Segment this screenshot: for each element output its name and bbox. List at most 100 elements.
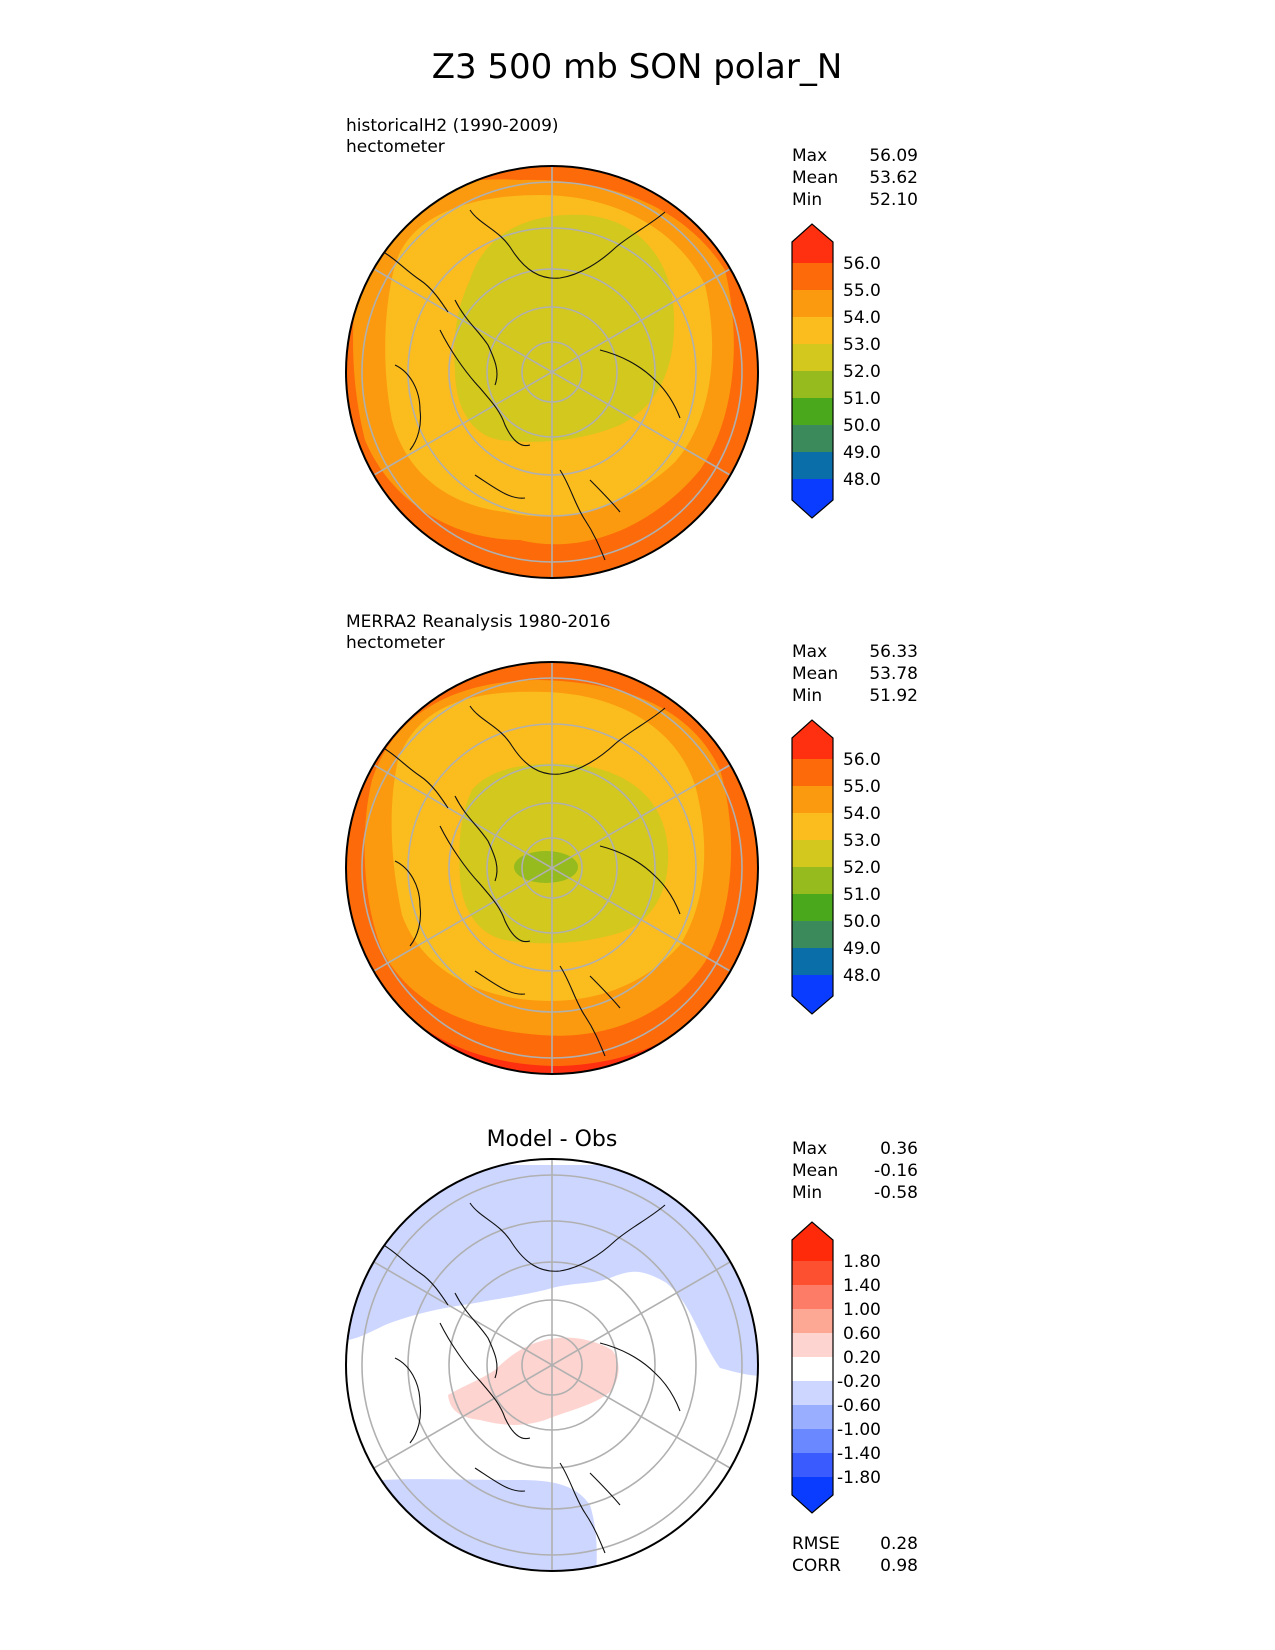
colorbar-tick: -1.00	[837, 1420, 881, 1440]
graticule	[361, 166, 743, 578]
colorbar-segment	[792, 840, 833, 867]
colorbar-segment	[792, 1222, 833, 1261]
stat-label-max: Max	[792, 642, 827, 662]
coastlines	[379, 705, 681, 1057]
colorbar-tick: 1.80	[843, 1252, 881, 1272]
contour-52-53	[459, 763, 669, 944]
colorbar-segment	[792, 1309, 833, 1333]
colorbar-tick: 1.40	[843, 1276, 881, 1296]
panel-model: historicalH2 (1990-2009) hectometer	[345, 116, 918, 579]
stat-value-mean: -0.16	[874, 1161, 918, 1181]
colorbar-tick: 51.0	[843, 389, 881, 409]
colorbar-tick: 0.20	[843, 1348, 881, 1368]
map-boundary	[345, 165, 759, 579]
colorbar-segment	[792, 786, 833, 813]
stats-box: Max 0.36 Mean -0.16 Min -0.58	[792, 1139, 918, 1203]
colorbar-segment	[792, 1429, 833, 1453]
contour-negative-north	[346, 1165, 758, 1376]
colorbar-segment	[792, 759, 833, 786]
colorbar-tick: 55.0	[843, 777, 881, 797]
panel-observation: MERRA2 Reanalysis 1980-2016 hectometer	[345, 612, 918, 1075]
colorbar: 56.0 55.0 54.0 53.0 52.0 51.0 50.0 49.0 …	[791, 223, 881, 519]
contour-51-52	[514, 851, 578, 883]
graticule	[361, 662, 743, 1074]
skill-scores: RMSE 0.28 CORR 0.98	[792, 1534, 918, 1576]
colorbar-segment	[792, 1333, 833, 1357]
panel-title: historicalH2 (1990-2009)	[346, 116, 559, 136]
colorbar-tick: 52.0	[843, 362, 881, 382]
colorbar: 1.80 1.40 1.00 0.60 0.20 -0.20 -0.60 -1.…	[791, 1221, 881, 1514]
colorbar-tick: 51.0	[843, 885, 881, 905]
stat-label-mean: Mean	[792, 168, 838, 188]
panel-difference: Model - Obs	[345, 1127, 918, 1576]
polar-map	[345, 661, 759, 1075]
colorbar-segment	[792, 1381, 833, 1405]
polar-map	[345, 1158, 759, 1572]
colorbar-segment	[792, 317, 833, 344]
coastlines	[379, 209, 681, 561]
stat-value-mean: 53.62	[869, 168, 918, 188]
contour-52-53	[454, 214, 675, 442]
colorbar-segment	[792, 344, 833, 371]
stat-label-min: Min	[792, 686, 822, 706]
colorbar-tick: 56.0	[843, 254, 881, 274]
map-boundary	[345, 1158, 759, 1572]
colorbar-segment	[792, 1285, 833, 1309]
colorbar-tick: 55.0	[843, 281, 881, 301]
stat-label-min: Min	[792, 190, 822, 210]
colorbar-tick: 54.0	[843, 804, 881, 824]
colorbar-segment	[792, 813, 833, 840]
stats-box: Max 56.33 Mean 53.78 Min 51.92	[792, 642, 918, 706]
colorbar-segment	[792, 894, 833, 921]
colorbar-tick: 49.0	[843, 443, 881, 463]
stats-box: Max 56.09 Mean 53.62 Min 52.10	[792, 146, 918, 210]
colorbar-segment	[792, 867, 833, 894]
graticule	[361, 1159, 743, 1571]
colorbar-tick: -1.40	[837, 1444, 881, 1464]
stat-value-max: 0.36	[880, 1139, 918, 1159]
stat-label-max: Max	[792, 1139, 827, 1159]
colorbar-segment	[792, 948, 833, 975]
colorbar-tick: -0.60	[837, 1396, 881, 1416]
stat-value-min: 51.92	[869, 686, 918, 706]
colorbar-segment	[792, 224, 833, 263]
colorbar-tick: 48.0	[843, 966, 881, 986]
stat-label-max: Max	[792, 146, 827, 166]
colorbar-tick: 49.0	[843, 939, 881, 959]
colorbar-tick: 56.0	[843, 750, 881, 770]
stat-value-min: 52.10	[869, 190, 918, 210]
stat-value-corr: 0.98	[880, 1556, 918, 1576]
colorbar-tick: 52.0	[843, 858, 881, 878]
colorbar-segment	[792, 921, 833, 948]
colorbar-tick: 50.0	[843, 912, 881, 932]
panel-title: MERRA2 Reanalysis 1980-2016	[346, 612, 611, 632]
colorbar-segment	[792, 425, 833, 452]
colorbar-segment	[792, 371, 833, 398]
colorbar-tick: 53.0	[843, 335, 881, 355]
stat-label-mean: Mean	[792, 1161, 838, 1181]
colorbar-tick: 53.0	[843, 831, 881, 851]
colorbar-outline	[791, 223, 834, 519]
stat-label-min: Min	[792, 1183, 822, 1203]
polar-map	[345, 165, 759, 579]
colorbar-segment	[792, 1405, 833, 1429]
colorbar-tick: 48.0	[843, 470, 881, 490]
panel-title: Model - Obs	[487, 1127, 618, 1152]
colorbar-segment	[792, 452, 833, 479]
colorbar-outline	[791, 1221, 834, 1514]
stat-value-max: 56.33	[869, 642, 918, 662]
colorbar-segment	[792, 1453, 833, 1477]
colorbar-tick: 1.00	[843, 1300, 881, 1320]
colorbar-tick: 50.0	[843, 416, 881, 436]
stat-value-mean: 53.78	[869, 664, 918, 684]
colorbar-segment	[792, 1357, 833, 1381]
colorbar-tick: -1.80	[837, 1468, 881, 1488]
figure-title: Z3 500 mb SON polar_N	[432, 47, 843, 87]
contour-positive	[448, 1337, 619, 1425]
stat-label-corr: CORR	[792, 1556, 841, 1576]
coastlines	[379, 1202, 681, 1554]
colorbar-segment	[792, 398, 833, 425]
colorbar-segment	[792, 720, 833, 759]
stat-value-max: 56.09	[869, 146, 918, 166]
